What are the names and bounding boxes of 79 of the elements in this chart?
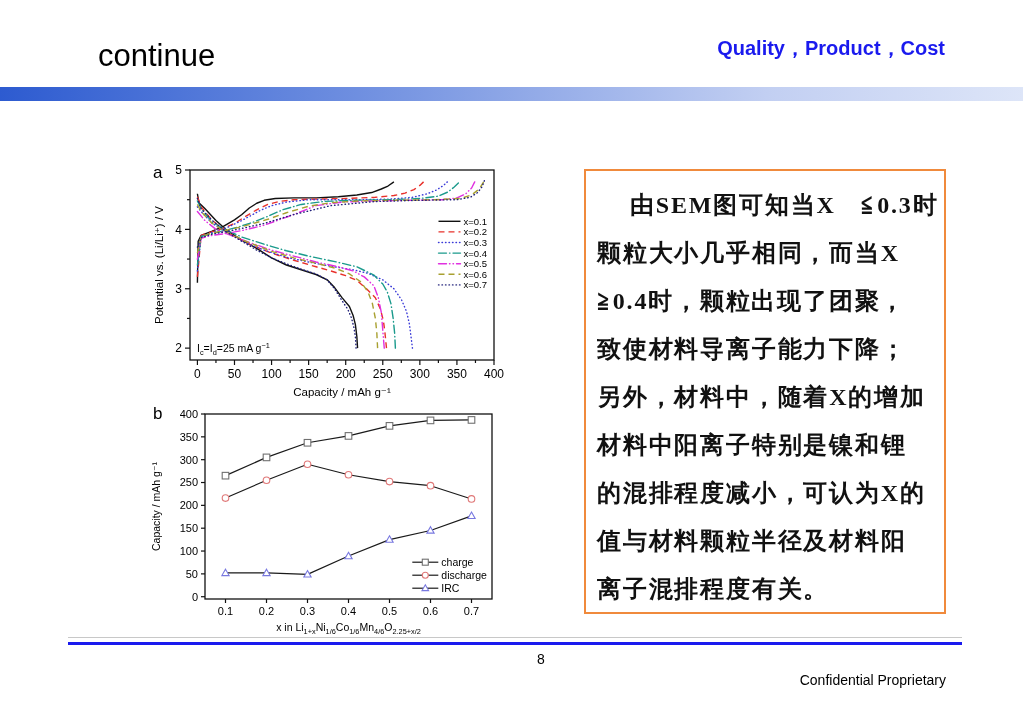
y-tick-label: 0	[191, 590, 198, 603]
x-tick-label: 0.3	[299, 605, 316, 617]
point	[426, 416, 435, 425]
legend-label: x=0.1	[463, 215, 488, 227]
legend-label: discharge	[441, 568, 487, 581]
y-tick-label: 4	[175, 222, 183, 237]
y-tick-label: 100	[179, 545, 198, 557]
point	[262, 568, 271, 577]
legend-label: charge	[441, 555, 474, 568]
x-tick-label: 0.7	[463, 605, 480, 617]
text: x in Li$_{1+x}$Ni$_{1/6}$Co$_{1/6}$Mn$_{4/6}$O$_{2.25+x/2}$	[276, 621, 421, 637]
point	[221, 494, 230, 502]
point	[467, 511, 476, 520]
x-tick-label: 0.1	[217, 605, 234, 617]
x-tick-label: 250	[372, 367, 394, 381]
point	[344, 470, 353, 479]
y-tick-label: 350	[179, 430, 198, 443]
y-tick-label: 400	[179, 407, 198, 420]
y-tick-label: 3	[175, 282, 183, 297]
y-tick-label: 250	[179, 476, 198, 489]
annotation: I$_{c}$=I$_{d}$=25 mA g$^{−1}$	[197, 340, 270, 358]
legend-label: IRC	[441, 581, 460, 594]
point	[303, 438, 312, 447]
x-tick-label: 400	[483, 367, 505, 381]
y-tick-label: 2	[175, 341, 183, 356]
legend-label: x=0.6	[463, 268, 488, 280]
point	[262, 476, 271, 485]
x-tick-label: 0.4	[340, 605, 357, 617]
point	[467, 416, 476, 424]
text: 颗粒大小几乎相同，而当X	[596, 240, 900, 266]
text: ≧0.4时，颗粒出现了团聚，	[597, 288, 907, 314]
y-tick-label: 150	[179, 522, 198, 535]
point	[344, 551, 353, 560]
point	[221, 471, 230, 480]
text: 离子混排程度有关。	[596, 576, 830, 602]
text: Quality，Product，Cost	[717, 37, 946, 59]
x-tick-label: 100	[261, 367, 282, 381]
text: continue	[98, 38, 216, 73]
legend-label: x=0.3	[463, 236, 488, 248]
x-tick-label: 0.6	[422, 605, 439, 617]
point	[467, 495, 476, 503]
text: 致使材料导离子能力下降；	[596, 336, 907, 362]
y-tick-label: 50	[185, 567, 198, 580]
text: Confidential Proprietary	[799, 672, 946, 688]
x-tick-label: 50	[227, 367, 242, 381]
legend-label: x=0.7	[463, 279, 488, 291]
y-tick-label: 200	[179, 499, 198, 512]
text: 材料中阳离子特别是镍和锂	[596, 432, 907, 458]
point	[262, 453, 271, 462]
point	[426, 481, 435, 490]
legend-label: x=0.5	[463, 258, 488, 270]
point	[426, 526, 435, 534]
point	[303, 569, 312, 578]
point	[385, 422, 394, 430]
point	[385, 535, 394, 543]
x-axis-title: Capacity / mAh g⁻¹	[293, 386, 391, 398]
text: 另外，材料中，随着X的增加	[597, 383, 926, 410]
point	[303, 460, 312, 469]
text: 由SEM图可知当X ≦0.3时	[630, 192, 939, 218]
point	[385, 477, 394, 486]
text: 值与材料颗粒半径及材料阳	[596, 528, 907, 554]
chart-title: b	[153, 404, 163, 423]
x-tick-label: 350	[446, 367, 468, 381]
x-tick-label: 150	[298, 367, 319, 381]
y-axis-title: Capacity / mAh g⁻¹	[150, 461, 162, 551]
y-tick-label: 5	[175, 163, 183, 178]
text: 8	[537, 651, 546, 667]
x-tick-label: 0.2	[258, 605, 275, 617]
y-axis-title: Potential vs. (Li/Li⁺) / V	[153, 205, 165, 324]
y-tick-label: 300	[179, 453, 198, 466]
x-tick-label: 0.5	[381, 605, 398, 617]
legend-label: x=0.4	[463, 247, 488, 259]
point	[344, 432, 353, 440]
legend-label: x=0.2	[463, 226, 488, 238]
point	[221, 568, 230, 577]
x-tick-label: 200	[335, 367, 357, 381]
x-tick-label: 300	[409, 367, 431, 381]
chart-title: a	[153, 163, 163, 182]
text: 的混排程度减小，可认为X的	[597, 480, 926, 506]
